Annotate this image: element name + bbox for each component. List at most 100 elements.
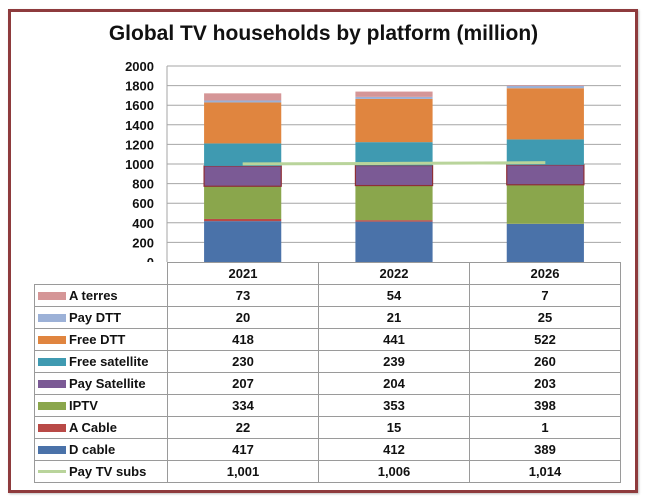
data-label: 417 bbox=[167, 438, 319, 461]
legend-label: D cable bbox=[69, 442, 116, 457]
y-axis: 0 200 400 600 800 1000 1200 1400 1600 1800 2000 bbox=[125, 59, 154, 262]
data-label: 418 bbox=[167, 328, 319, 351]
data-label: 54 bbox=[318, 284, 470, 307]
legend-entry: Pay Satellite bbox=[34, 372, 168, 395]
legend-label: Free satellite bbox=[69, 354, 149, 369]
data-label: 239 bbox=[318, 350, 470, 373]
y-tick-label: 600 bbox=[132, 196, 154, 211]
bar-segment-iptv bbox=[204, 186, 282, 219]
y-tick-label: 400 bbox=[132, 216, 154, 231]
bar-segment-d-cable bbox=[506, 223, 584, 262]
data-label: 22 bbox=[167, 416, 319, 439]
bar-segment-pay-satellite bbox=[506, 164, 585, 186]
legend-label: Pay DTT bbox=[69, 310, 122, 325]
bar-segment-pay-dtt bbox=[204, 100, 282, 103]
x-tick-label: 2022 bbox=[318, 262, 470, 285]
y-tick-label: 1600 bbox=[125, 98, 154, 113]
y-tick-label: 2000 bbox=[125, 59, 154, 74]
bar-segment-iptv bbox=[355, 185, 433, 221]
data-table: 2021 2022 2026 A terres 73 54 7 Pay DTT 20 21 25 Fr… bbox=[34, 262, 621, 483]
legend-swatch bbox=[38, 335, 66, 344]
legend-entry: D cable bbox=[34, 438, 168, 461]
data-label: 15 bbox=[318, 416, 470, 439]
data-label: 522 bbox=[469, 328, 621, 351]
y-tick-label: 200 bbox=[132, 235, 154, 250]
pay-tv-subs-line bbox=[242, 161, 546, 166]
bar-segment-a-terres bbox=[506, 85, 584, 86]
data-label: 334 bbox=[167, 394, 319, 417]
table-header-row: 2021 2022 2026 bbox=[34, 262, 621, 285]
bar-segment-free-dtt bbox=[506, 88, 584, 140]
data-label: 1,006 bbox=[318, 460, 470, 483]
bar-segment-free-satellite bbox=[506, 139, 584, 165]
legend-swatch bbox=[38, 379, 66, 388]
stacked-bars bbox=[203, 85, 585, 262]
data-label: 353 bbox=[318, 394, 470, 417]
chart-title: Global TV households by platform (millio… bbox=[108, 22, 539, 45]
chart-plot: 0 200 400 600 800 1000 1200 1400 1600 1800 2000 bbox=[125, 59, 621, 262]
legend-entry: A terres bbox=[34, 284, 168, 307]
data-label: 389 bbox=[469, 438, 621, 461]
table-row: Pay TV subs 1,001 1,006 1,014 bbox=[34, 460, 621, 483]
data-label: 441 bbox=[318, 328, 470, 351]
legend-swatch bbox=[38, 313, 66, 322]
legend-label: Pay Satellite bbox=[69, 376, 146, 391]
bar-segment-a-terres bbox=[204, 93, 282, 101]
bar-segment-a-terres bbox=[355, 91, 433, 97]
legend-entry: A Cable bbox=[34, 416, 168, 439]
legend-swatch bbox=[38, 445, 66, 454]
data-label: 25 bbox=[469, 306, 621, 329]
legend-line-swatch bbox=[38, 470, 66, 474]
table-row: IPTV 334 353 398 bbox=[34, 394, 621, 417]
x-tick-label: 2026 bbox=[469, 262, 621, 285]
bar-stack-2026 bbox=[506, 85, 585, 262]
legend-entry: IPTV bbox=[34, 394, 168, 417]
data-label: 73 bbox=[167, 284, 319, 307]
legend-swatch bbox=[38, 357, 66, 366]
data-label: 207 bbox=[167, 372, 319, 395]
y-tick-label: 1200 bbox=[125, 137, 154, 152]
table-row: Pay DTT 20 21 25 bbox=[34, 306, 621, 329]
legend-label: Free DTT bbox=[69, 332, 126, 347]
x-tick-label: 2021 bbox=[167, 262, 319, 285]
data-label: 1 bbox=[469, 416, 621, 439]
data-label: 260 bbox=[469, 350, 621, 373]
legend-swatch bbox=[38, 291, 66, 300]
data-label: 1,014 bbox=[469, 460, 621, 483]
data-label: 21 bbox=[318, 306, 470, 329]
bar-segment-free-satellite bbox=[355, 142, 433, 166]
data-label: 7 bbox=[469, 284, 621, 307]
line-pay-tv-subs bbox=[242, 161, 546, 166]
bar-segment-pay-dtt bbox=[355, 96, 433, 99]
bar-segment-d-cable bbox=[204, 221, 282, 262]
legend-entry: Pay TV subs bbox=[34, 460, 168, 483]
data-label: 412 bbox=[318, 438, 470, 461]
data-label: 20 bbox=[167, 306, 319, 329]
data-label: 204 bbox=[318, 372, 470, 395]
bar-segment-pay-dtt bbox=[506, 85, 584, 89]
y-tick-label: 1000 bbox=[125, 157, 154, 172]
legend-label: IPTV bbox=[69, 398, 98, 413]
legend-entry: Free satellite bbox=[34, 350, 168, 373]
legend-label: Pay TV subs bbox=[69, 464, 147, 479]
table-row: Free DTT 418 441 522 bbox=[34, 328, 621, 351]
y-tick-label: 800 bbox=[132, 177, 154, 192]
table-row: A terres 73 54 7 bbox=[34, 284, 621, 307]
y-tick-label: 0 bbox=[147, 255, 154, 262]
legend-label: A terres bbox=[69, 288, 118, 303]
bar-segment-a-cable bbox=[355, 220, 433, 222]
bar-stack-2021 bbox=[203, 93, 282, 262]
legend-label: A Cable bbox=[69, 420, 117, 435]
legend-entry: Free DTT bbox=[34, 328, 168, 351]
data-label: 1,001 bbox=[167, 460, 319, 483]
data-label: 230 bbox=[167, 350, 319, 373]
bar-segment-free-satellite bbox=[204, 143, 282, 166]
bar-segment-pay-satellite bbox=[354, 164, 434, 187]
table-row: Free satellite 230 239 260 bbox=[34, 350, 621, 373]
bar-segment-iptv bbox=[506, 184, 584, 224]
legend-swatch bbox=[38, 423, 66, 432]
y-tick-label: 1400 bbox=[125, 118, 154, 133]
table-row: Pay Satellite 207 204 203 bbox=[34, 372, 621, 395]
legend-entry: Pay DTT bbox=[34, 306, 168, 329]
table-corner bbox=[34, 262, 168, 285]
